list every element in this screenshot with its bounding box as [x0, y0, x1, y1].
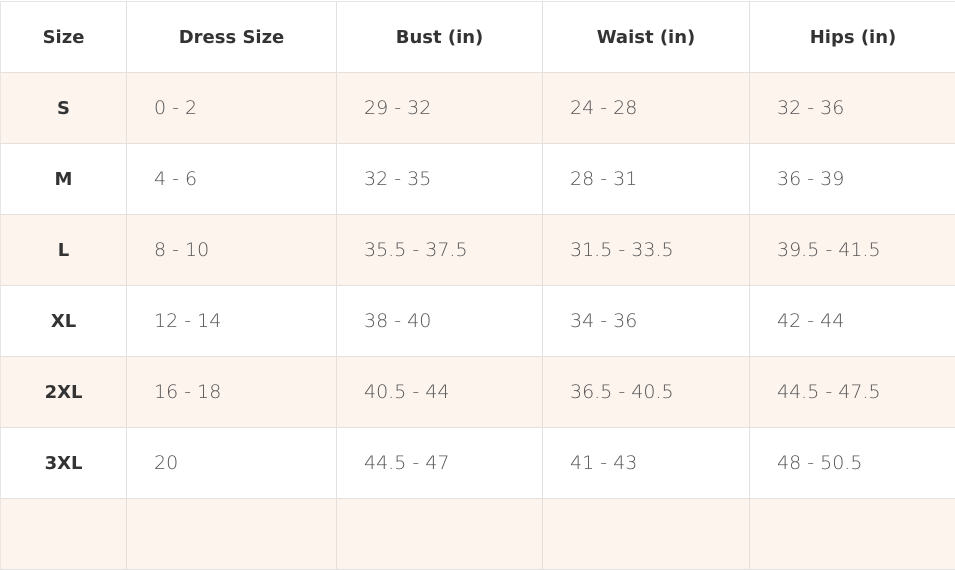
empty-cell [337, 499, 543, 570]
column-header: Dress Size [127, 2, 337, 73]
measurement-cell: 29 - 32 [337, 73, 543, 144]
measurement-cell: 31.5 - 33.5 [543, 215, 750, 286]
measurement-cell: 32 - 36 [750, 73, 955, 144]
size-label-cell: M [1, 144, 127, 215]
measurement-cell: 44.5 - 47.5 [750, 357, 955, 428]
measurement-cell: 48 - 50.5 [750, 428, 955, 499]
empty-cell [543, 499, 750, 570]
measurement-cell: 32 - 35 [337, 144, 543, 215]
measurement-cell: 28 - 31 [543, 144, 750, 215]
measurement-cell: 20 [127, 428, 337, 499]
empty-cell [750, 499, 955, 570]
column-header: Waist (in) [543, 2, 750, 73]
column-header: Bust (in) [337, 2, 543, 73]
size-label-cell: XL [1, 286, 127, 357]
empty-cell [1, 499, 127, 570]
empty-cell [127, 499, 337, 570]
measurement-cell: 36.5 - 40.5 [543, 357, 750, 428]
measurement-cell: 36 - 39 [750, 144, 955, 215]
measurement-cell: 35.5 - 37.5 [337, 215, 543, 286]
size-label-cell: 2XL [1, 357, 127, 428]
column-header: Hips (in) [750, 2, 955, 73]
size-label-cell: 3XL [1, 428, 127, 499]
size-label-cell: L [1, 215, 127, 286]
measurement-cell: 16 - 18 [127, 357, 337, 428]
measurement-cell: 4 - 6 [127, 144, 337, 215]
measurement-cell: 34 - 36 [543, 286, 750, 357]
table-row [1, 499, 955, 570]
measurement-cell: 41 - 43 [543, 428, 750, 499]
measurement-cell: 42 - 44 [750, 286, 955, 357]
size-label-cell: S [1, 73, 127, 144]
column-header: Size [1, 2, 127, 73]
measurement-cell: 24 - 28 [543, 73, 750, 144]
measurement-cell: 38 - 40 [337, 286, 543, 357]
measurement-cell: 0 - 2 [127, 73, 337, 144]
measurement-cell: 8 - 10 [127, 215, 337, 286]
measurement-cell: 44.5 - 47 [337, 428, 543, 499]
measurement-cell: 40.5 - 44 [337, 357, 543, 428]
measurement-cell: 12 - 14 [127, 286, 337, 357]
measurement-cell: 39.5 - 41.5 [750, 215, 955, 286]
